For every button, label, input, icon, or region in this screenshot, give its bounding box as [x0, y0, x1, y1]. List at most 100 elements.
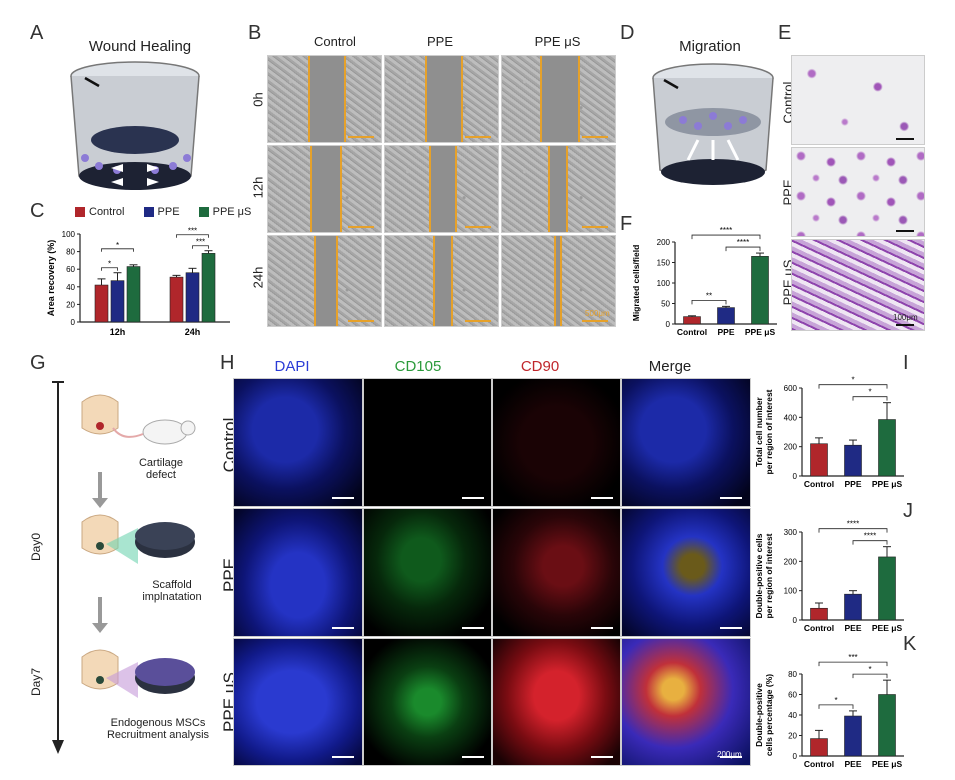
bar: [810, 607, 828, 621]
if-image-ppe-us-merge: [621, 638, 751, 766]
scaffold-implantation-label: Scaffold implnatation: [142, 579, 202, 603]
significance-bracket: [818, 661, 888, 667]
y-tick-label: 600: [784, 384, 798, 393]
significance-bracket: [852, 540, 888, 545]
legend-swatch-control: [75, 207, 85, 218]
y-axis-label: Area recovery (%): [46, 240, 56, 317]
scratch-image-ppe-us-0h: [501, 55, 616, 143]
if-image-control-cd105: [363, 378, 492, 507]
y-tick-label: 80: [66, 248, 75, 257]
significance-bracket: [691, 234, 761, 240]
x-tick-label: PPE: [717, 327, 734, 337]
legend-swatch-ppe: [143, 207, 154, 218]
bar: [94, 284, 109, 323]
significance-label: ****: [864, 532, 876, 541]
transwell-image-ppe-us: [791, 239, 925, 331]
x-tick-label: PEE: [844, 623, 861, 633]
if-image-ppe-us-dapi: [233, 638, 363, 766]
if-image-ppe-cd105: [363, 508, 492, 637]
y-tick-label: 100: [784, 587, 798, 596]
significance-bracket: [101, 248, 134, 252]
panel-letter-i: I: [903, 352, 909, 374]
x-tick-label: PEE: [844, 759, 861, 769]
panel-letter-d: D: [620, 22, 635, 44]
if-image-control-merge: [621, 378, 751, 507]
panel-letter-h: H: [220, 352, 235, 374]
bar: [810, 443, 828, 477]
scratch-image-ppe-us-24h: [501, 235, 616, 327]
transwell-scale-label: 100μm: [893, 313, 918, 322]
significance-label: **: [706, 291, 712, 300]
significance-bracket: [725, 246, 761, 252]
bar: [810, 738, 828, 757]
if-image-ppe-us-cd90: [492, 638, 621, 766]
significance-bracket: [192, 245, 209, 249]
y-tick-label: 60: [66, 265, 75, 274]
recruitment-analysis-label: Endogenous MSCs Recruitment analysis: [106, 717, 210, 741]
bar: [169, 276, 184, 323]
x-tick-label: Control: [804, 479, 834, 489]
significance-bracket: [818, 384, 888, 389]
significance-label: *: [116, 241, 119, 250]
legend-swatch-ppe-us: [198, 207, 209, 218]
bar: [185, 272, 200, 323]
timeline-day7: Day7: [29, 668, 43, 697]
y-tick-label: 100: [62, 230, 76, 239]
chart-f-migrated-cells: 0 50 100 150 200 Control PPE PPE μS Migrated cel…: [631, 226, 777, 337]
y-tick-label: 40: [66, 283, 75, 292]
y-tick-label: 150: [657, 259, 671, 268]
chart-j-double-positive-cells: 0 100 200 300 Control PEE PEE μS Double-positiv…: [754, 520, 904, 633]
scratch-scale-label: 500μm: [585, 309, 610, 318]
x-tick-label: 24h: [185, 327, 201, 337]
bar: [878, 694, 896, 757]
scratch-image-control-0h: [267, 55, 382, 143]
if-scale-label: 200μm: [717, 750, 742, 759]
legend-label-ppe-us: PPE μS: [212, 206, 252, 218]
panel-letter-g: G: [30, 352, 46, 374]
significance-label: ****: [847, 520, 859, 529]
y-tick-label: 200: [784, 443, 798, 452]
significance-label: ***: [196, 238, 205, 247]
timeline-day0: Day0: [29, 533, 43, 562]
panel-letter-b: B: [248, 22, 262, 44]
x-tick-label: PPE: [844, 479, 861, 489]
significance-label: *: [868, 388, 871, 397]
scratch-col-control: Control: [314, 34, 356, 49]
knee-joint-icon: [81, 394, 119, 435]
y-axis-label: cells percentage (%): [764, 674, 774, 756]
scratch-image-ppe-0h: [384, 55, 499, 143]
cartilage-defect-label: Cartilage defect: [138, 457, 184, 481]
legend-label-control: Control: [89, 206, 125, 218]
panel-letter-k: K: [903, 633, 917, 655]
if-image-ppe-us-cd105: [363, 638, 492, 766]
x-tick-label: Control: [804, 623, 834, 633]
scratch-row-0h: 0h: [250, 92, 266, 107]
significance-label: *: [868, 665, 871, 674]
bar: [126, 266, 141, 323]
significance-label: ***: [188, 227, 197, 236]
if-col-dapi: DAPI: [274, 358, 310, 375]
if-col-cd90: CD90: [520, 358, 560, 375]
if-image-control-dapi: [233, 378, 363, 507]
wound-healing-device-illustration: [70, 61, 200, 190]
y-tick-label: 20: [788, 732, 797, 741]
x-tick-label: PEE μS: [872, 759, 903, 769]
y-tick-label: 80: [788, 670, 797, 679]
x-tick-label: PPE μS: [872, 479, 903, 489]
y-axis-label: per region of interest: [764, 533, 774, 618]
bar: [844, 715, 862, 757]
chart-c-legend: Control PPE PPE μS: [75, 206, 251, 218]
panel-letter-c: C: [30, 200, 45, 222]
y-tick-label: 50: [661, 300, 670, 309]
if-col-merge: Merge: [648, 358, 692, 375]
y-axis-label: Total cell number: [754, 396, 764, 466]
if-image-control-cd90: [492, 378, 621, 507]
y-tick-label: 0: [793, 752, 798, 761]
legend-label-ppe: PPE: [157, 206, 180, 218]
scratch-image-ppe-12h: [384, 145, 499, 233]
panel-letter-j: J: [903, 500, 913, 522]
if-col-cd105: CD105: [394, 358, 442, 375]
significance-bracket: [852, 396, 888, 401]
y-tick-label: 0: [793, 472, 798, 481]
